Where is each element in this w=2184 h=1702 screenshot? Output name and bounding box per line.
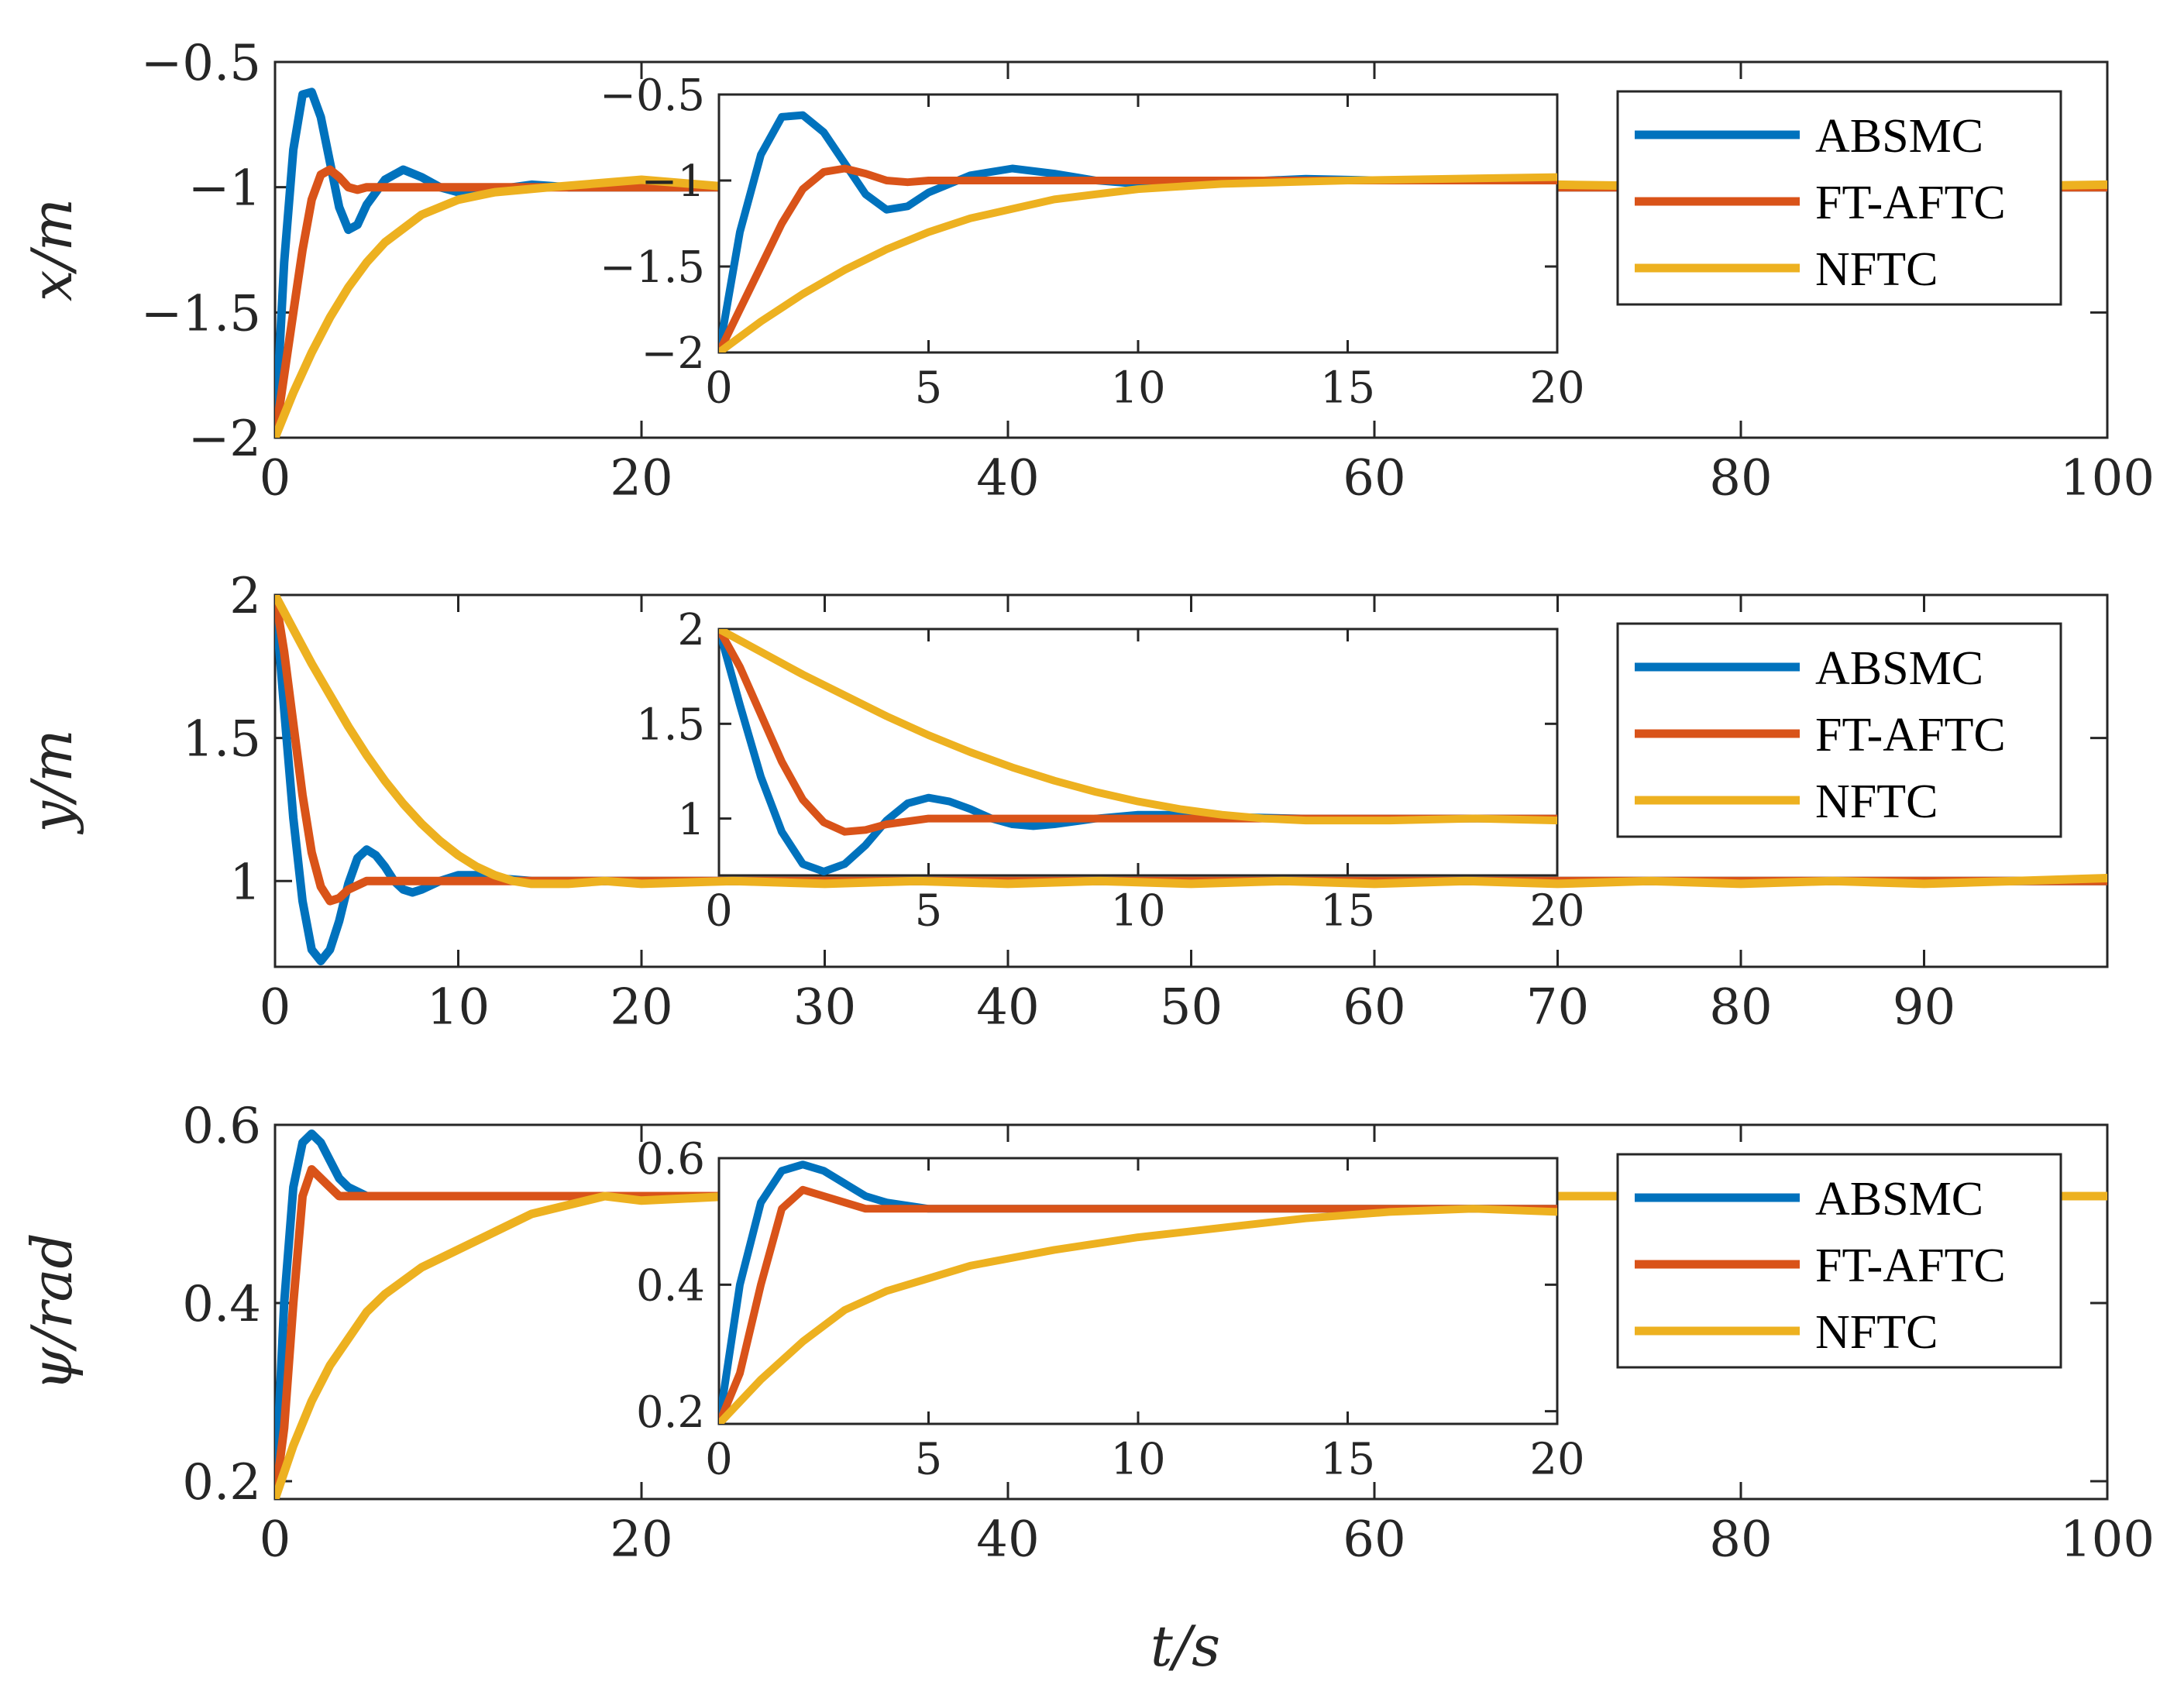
subplot-2-xtick-label: 90 <box>1893 979 1955 1037</box>
subplot-3-legend: ABSMC FT-AFTC NFTC <box>1616 1153 2062 1369</box>
subplot-2-xtick-label: 80 <box>1709 979 1772 1037</box>
subplot-3-xtick-label: 20 <box>610 1511 672 1569</box>
subplot-2-y-axis-label: y/m <box>19 729 84 834</box>
subplot-3-ytick-label: 0.4 <box>182 1276 261 1333</box>
subplot-2-xtick-label: 20 <box>610 979 672 1037</box>
inset-2-xtick-label: 5 <box>915 885 943 936</box>
subplot-3-ytick-label: 0.6 <box>182 1098 261 1155</box>
subplot-1-ytick-label: −0.5 <box>141 35 261 92</box>
inset-1-xtick-label: 5 <box>915 363 943 413</box>
inset-2-ytick-label: 2 <box>677 605 705 655</box>
inset-1-axes-box <box>717 93 1559 354</box>
subplot-1: 0 20 40 60 80 100 −2 −1.5 −1 −0.5 x/m 0 5 10 15 20 −2 −1.… <box>19 35 2155 507</box>
subplot-1-xtick-label: 0 <box>260 450 291 507</box>
inset-1-series-ft-aftc <box>719 164 1557 352</box>
inset-3-ytick-label: 0.6 <box>636 1134 705 1185</box>
inset-2-xtick-label: 0 <box>705 885 733 936</box>
subplot-1-ytick-label: −1 <box>188 160 261 218</box>
inset-2-axes-box <box>717 628 1559 877</box>
inset-1-xtick-label: 15 <box>1320 363 1375 413</box>
inset-3-ytick-label: 0.4 <box>636 1260 705 1311</box>
inset-1-xtick-label: 0 <box>705 363 733 413</box>
inset-3-axes-box <box>717 1157 1559 1425</box>
subplot-2-xtick-label: 40 <box>976 979 1039 1037</box>
inset-1-series-nftc <box>719 173 1557 352</box>
inset-2-series-nftc <box>719 629 1557 825</box>
subplot-2-xtick-label: 10 <box>427 979 490 1037</box>
inset-3-ytick-label: 0.2 <box>636 1387 705 1438</box>
subplot-1-ytick-label: −1.5 <box>141 285 261 342</box>
subplot-2-series-nftc <box>275 595 2107 889</box>
subplot-2-ytick-label: 1 <box>229 854 261 911</box>
inset-3-xtick-label: 10 <box>1110 1434 1165 1484</box>
inset-2-ytick-label: 1.5 <box>636 700 705 750</box>
inset-3-xtick-label: 15 <box>1320 1434 1375 1484</box>
legend-label-ft-aftc: FT-AFTC <box>1815 709 2006 762</box>
subplot-2-inset: 0 5 10 15 20 1 1.5 2 <box>636 605 1585 936</box>
subplot-1-legend: ABSMC FT-AFTC NFTC <box>1616 90 2062 306</box>
subplot-3-xtick-label: 60 <box>1343 1511 1405 1569</box>
inset-3-xtick-label: 20 <box>1529 1434 1584 1484</box>
inset-2-xtick-label: 20 <box>1529 885 1584 936</box>
subplot-1-y-axis-label: x/m <box>19 198 84 301</box>
subplot-1-xtick-label: 40 <box>976 450 1039 507</box>
inset-1-xtick-label: 10 <box>1110 363 1165 413</box>
x-axis-label: t/s <box>1150 1614 1220 1679</box>
inset-2-xtick-label: 15 <box>1320 885 1375 936</box>
subplot-1-xtick-label: 100 <box>2060 450 2155 507</box>
subplot-3-xtick-label: 0 <box>260 1511 291 1569</box>
subplot-3-xtick-label: 80 <box>1709 1511 1772 1569</box>
inset-1-ytick-label: −1 <box>641 156 705 207</box>
subplot-1-ytick-label: −2 <box>188 411 261 468</box>
subplot-2-xtick-label: 30 <box>793 979 856 1037</box>
legend-label-absmc: ABSMC <box>1815 642 1983 695</box>
subplot-2-xtick-label: 50 <box>1160 979 1223 1037</box>
legend-label-nftc: NFTC <box>1815 775 1938 828</box>
inset-2-series-ft-aftc <box>719 629 1557 836</box>
subplot-2: 0 10 20 30 40 50 60 70 80 90 1 1.5 2 y/m 0 5 10 15 20 1 1.5 2… <box>19 568 2109 1037</box>
subplot-3: 0 20 40 60 80 100 0.2 0.4 0.6 ψ/rad 0 5 10 15 20 0.2 0.4… <box>19 1098 2155 1569</box>
inset-1-ytick-label: −1.5 <box>600 242 705 293</box>
subplot-3-inset: 0 5 10 15 20 0.2 0.4 0.6 <box>636 1134 1585 1484</box>
inset-3-xtick-label: 0 <box>705 1434 733 1484</box>
inset-3-series-ft-aftc <box>719 1185 1557 1424</box>
subplot-1-inset: 0 5 10 15 20 −2 −1.5 −1 −0.5 <box>600 70 1585 413</box>
subplot-2-ytick-label: 1.5 <box>182 711 261 768</box>
inset-1-ytick-label: −0.5 <box>600 70 705 121</box>
legend-label-nftc: NFTC <box>1815 1306 1938 1359</box>
inset-3-series-nftc <box>719 1205 1557 1424</box>
legend-label-ft-aftc: FT-AFTC <box>1815 1240 2006 1292</box>
legend-label-nftc: NFTC <box>1815 243 1938 296</box>
subplot-2-ytick-label: 2 <box>229 568 261 625</box>
inset-2-xtick-label: 10 <box>1110 885 1165 936</box>
subplot-3-xtick-label: 40 <box>976 1511 1039 1569</box>
subplot-1-xtick-label: 20 <box>610 450 672 507</box>
legend-label-absmc: ABSMC <box>1815 1173 1983 1226</box>
legend-label-ft-aftc: FT-AFTC <box>1815 177 2006 229</box>
subplot-1-xtick-label: 80 <box>1709 450 1772 507</box>
inset-2-ytick-label: 1 <box>677 795 705 845</box>
inset-1-ytick-label: −2 <box>641 328 705 379</box>
subplot-1-xtick-label: 60 <box>1343 450 1405 507</box>
subplot-2-xtick-label: 70 <box>1526 979 1589 1037</box>
subplot-2-xtick-label: 60 <box>1343 979 1405 1037</box>
legend-label-absmc: ABSMC <box>1815 110 1983 163</box>
inset-3-xtick-label: 5 <box>915 1434 943 1484</box>
subplot-3-ytick-label: 0.2 <box>182 1454 261 1511</box>
subplot-2-legend: ABSMC FT-AFTC NFTC <box>1616 622 2062 838</box>
subplot-2-xtick-label: 0 <box>260 979 291 1037</box>
subplot-3-y-axis-label: ψ/rad <box>19 1233 84 1391</box>
subplot-3-xtick-label: 100 <box>2060 1511 2155 1569</box>
inset-1-xtick-label: 20 <box>1529 363 1584 413</box>
